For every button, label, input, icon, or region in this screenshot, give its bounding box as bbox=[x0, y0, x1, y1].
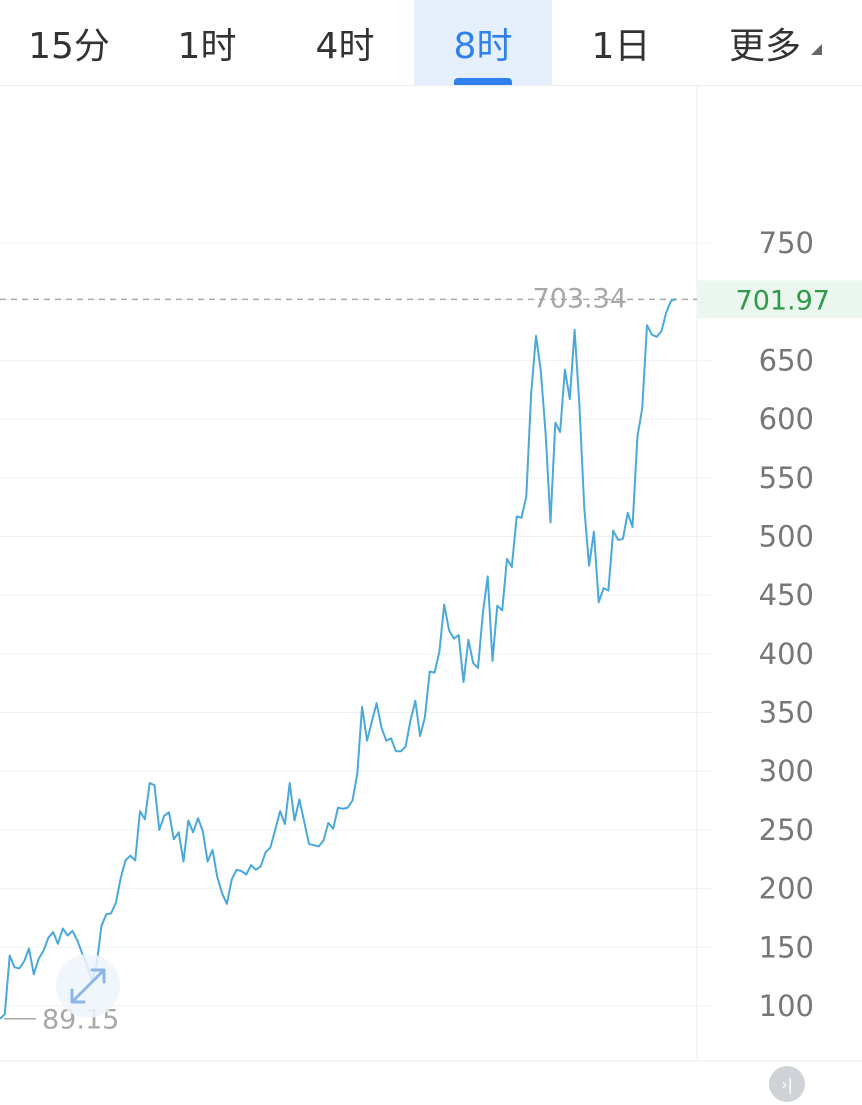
tab-label: 1日 bbox=[591, 25, 651, 67]
active-tab-indicator bbox=[454, 78, 512, 85]
tab-1h[interactable]: 1时 bbox=[138, 0, 276, 85]
tab-label: 15分 bbox=[28, 25, 110, 67]
tab-more[interactable]: 更多 bbox=[690, 0, 840, 85]
y-tick-label: 750 bbox=[759, 226, 814, 260]
y-tick-label: 450 bbox=[759, 578, 814, 612]
high-marker-label: 703.34 bbox=[533, 283, 627, 314]
last-price-label: 701.97 bbox=[736, 285, 830, 316]
y-tick-label: 300 bbox=[759, 754, 814, 788]
y-tick-label: 500 bbox=[759, 519, 814, 553]
y-tick-label: 650 bbox=[759, 343, 814, 377]
scroll-to-latest-glyph: ›| bbox=[781, 1075, 793, 1094]
y-tick-label: 200 bbox=[759, 872, 814, 906]
y-tick-label: 150 bbox=[759, 930, 814, 964]
last-price-badge bbox=[697, 280, 862, 319]
y-tick-label: 350 bbox=[759, 696, 814, 730]
dropdown-corner-icon bbox=[811, 44, 822, 55]
price-line bbox=[0, 298, 677, 1020]
expand-arrows-icon[interactable] bbox=[56, 954, 120, 1018]
y-tick-label: 100 bbox=[759, 989, 814, 1023]
chart-grid bbox=[0, 242, 712, 1007]
tab-label: 4时 bbox=[315, 25, 375, 67]
tab-label: 8时 bbox=[453, 25, 513, 67]
tab-8h[interactable]: 8时 bbox=[414, 0, 552, 85]
y-tick-label: 250 bbox=[759, 813, 814, 847]
y-tick-label: 600 bbox=[759, 402, 814, 436]
y-tick-label: 400 bbox=[759, 637, 814, 671]
price-chart[interactable]: 100150200250300350400450500550600650750 … bbox=[0, 86, 862, 1105]
y-axis-labels: 100 150 200 250 300 350 400 450 500 550 600 650 750 bbox=[759, 226, 814, 1023]
timeframe-tabs: 15分 1时 4时 8时 1日 更多 bbox=[0, 0, 862, 86]
tab-15min[interactable]: 15分 bbox=[0, 0, 138, 85]
tab-label: 更多 bbox=[728, 25, 801, 67]
y-tick-label: 550 bbox=[759, 461, 814, 495]
tab-1d[interactable]: 1日 bbox=[552, 0, 690, 85]
tab-4h[interactable]: 4时 bbox=[276, 0, 414, 85]
tab-label: 1时 bbox=[177, 25, 237, 67]
scroll-to-latest-icon[interactable]: ›| bbox=[769, 1066, 805, 1102]
